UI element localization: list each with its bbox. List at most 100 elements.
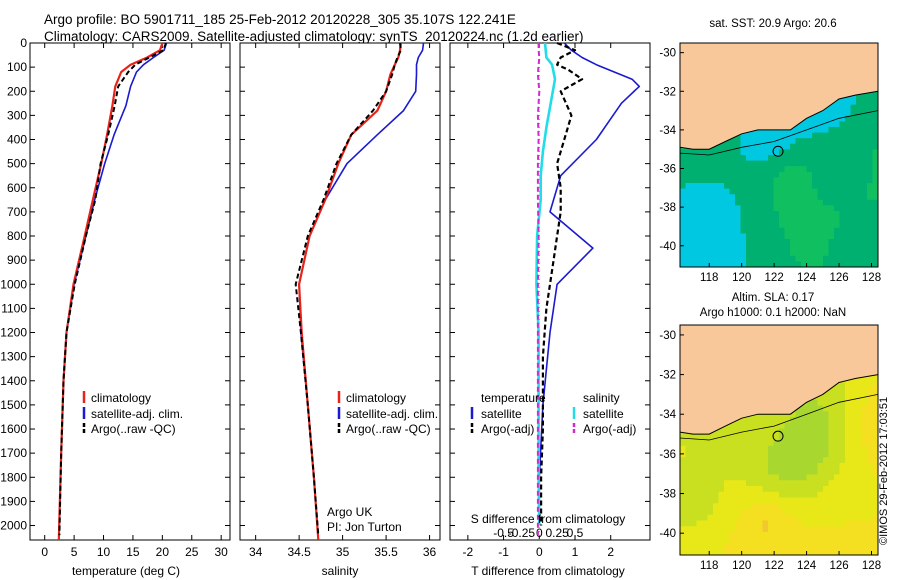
map-cell bbox=[790, 199, 797, 206]
map-cell bbox=[680, 155, 687, 162]
map-cell bbox=[856, 486, 863, 493]
map-cell bbox=[713, 166, 720, 173]
map-cell bbox=[724, 222, 731, 229]
map-cell bbox=[850, 486, 857, 493]
map-cell bbox=[746, 514, 753, 522]
map-cell bbox=[867, 520, 874, 527]
map-cell bbox=[702, 509, 709, 516]
map-cell bbox=[839, 194, 846, 201]
map-cell bbox=[773, 457, 780, 464]
y-tick-label: 0 bbox=[20, 36, 27, 50]
map-cell bbox=[724, 250, 731, 257]
map-cell bbox=[850, 255, 857, 262]
map-cell bbox=[867, 121, 874, 128]
map-cell bbox=[779, 149, 786, 156]
map-cell bbox=[790, 474, 797, 481]
map-cell bbox=[779, 171, 786, 178]
salinity-xlabel: salinity bbox=[322, 564, 359, 578]
map-cell bbox=[834, 199, 841, 206]
map-cell bbox=[834, 216, 841, 223]
map-cell bbox=[856, 417, 863, 424]
map-cell bbox=[823, 261, 830, 267]
map-cell bbox=[713, 468, 720, 476]
map-cell bbox=[801, 463, 808, 470]
map-cell bbox=[713, 520, 720, 527]
map-cell bbox=[850, 222, 857, 229]
map-cell bbox=[823, 422, 830, 430]
map-cell bbox=[872, 399, 878, 407]
map-cell bbox=[773, 543, 780, 550]
map-cell bbox=[845, 526, 852, 533]
map-cell bbox=[812, 532, 819, 539]
map-cell bbox=[757, 250, 764, 257]
map-cell bbox=[680, 532, 687, 539]
map-cell bbox=[817, 503, 824, 510]
map-cell bbox=[735, 422, 742, 430]
map-cell bbox=[872, 480, 878, 487]
map-cell bbox=[707, 188, 714, 195]
map-cell bbox=[850, 463, 857, 470]
map-cell bbox=[834, 160, 841, 167]
map-cell bbox=[795, 503, 802, 510]
map-cell bbox=[685, 463, 692, 470]
map-cell bbox=[872, 205, 878, 212]
map-cell bbox=[867, 160, 874, 167]
map-cell bbox=[872, 233, 878, 240]
map-cell bbox=[773, 474, 780, 481]
map-cell bbox=[801, 532, 808, 539]
map-cell bbox=[707, 199, 714, 206]
map-cell bbox=[795, 497, 802, 504]
map-cell bbox=[773, 211, 780, 218]
map-cell bbox=[812, 127, 819, 134]
map-cell bbox=[729, 509, 736, 516]
map-cell bbox=[872, 537, 878, 545]
map-cell bbox=[801, 205, 808, 212]
map-cell bbox=[817, 543, 824, 550]
map-cell bbox=[801, 520, 808, 527]
map-cell bbox=[850, 227, 857, 234]
map-cell bbox=[746, 509, 753, 516]
map-cell bbox=[806, 434, 813, 441]
map-cell bbox=[680, 205, 687, 212]
map-cell bbox=[872, 244, 878, 251]
map-cell bbox=[872, 457, 878, 464]
map-cell bbox=[806, 255, 813, 262]
map-cell bbox=[784, 526, 791, 533]
map-cell bbox=[724, 480, 731, 487]
map-cell bbox=[740, 183, 747, 190]
map-cell bbox=[839, 199, 846, 206]
map-cell bbox=[812, 411, 819, 418]
map-cell bbox=[812, 143, 819, 150]
map-cell bbox=[680, 520, 687, 527]
s-tick-label: 0 bbox=[536, 526, 543, 540]
map-cell bbox=[828, 188, 835, 195]
map-cell bbox=[867, 138, 874, 145]
map-cell bbox=[795, 445, 802, 453]
map-cell bbox=[757, 227, 764, 234]
map-cell bbox=[867, 480, 874, 487]
map-cell bbox=[702, 440, 709, 447]
map-cell bbox=[724, 239, 731, 246]
map-cell bbox=[812, 526, 819, 533]
map-cell bbox=[817, 227, 824, 234]
map-cell bbox=[867, 526, 874, 533]
map-cell bbox=[768, 491, 775, 499]
map-cell bbox=[729, 205, 736, 212]
map-cell bbox=[867, 127, 874, 134]
map-cell bbox=[757, 537, 764, 545]
map-cell bbox=[707, 514, 714, 522]
map-cell bbox=[834, 166, 841, 173]
map-cell bbox=[779, 222, 786, 229]
map-cell bbox=[735, 155, 742, 162]
map-cell bbox=[757, 171, 764, 178]
map-cell bbox=[746, 177, 753, 184]
legend-s-argo-label: Argo(-adj) bbox=[583, 422, 636, 436]
map-cell bbox=[801, 537, 808, 545]
map-cell bbox=[867, 491, 874, 499]
map-cell bbox=[806, 127, 813, 134]
map-cell bbox=[691, 177, 698, 184]
map-cell bbox=[823, 474, 830, 481]
map-cell bbox=[735, 486, 742, 493]
map-cell bbox=[806, 194, 813, 201]
map-cell bbox=[702, 520, 709, 527]
